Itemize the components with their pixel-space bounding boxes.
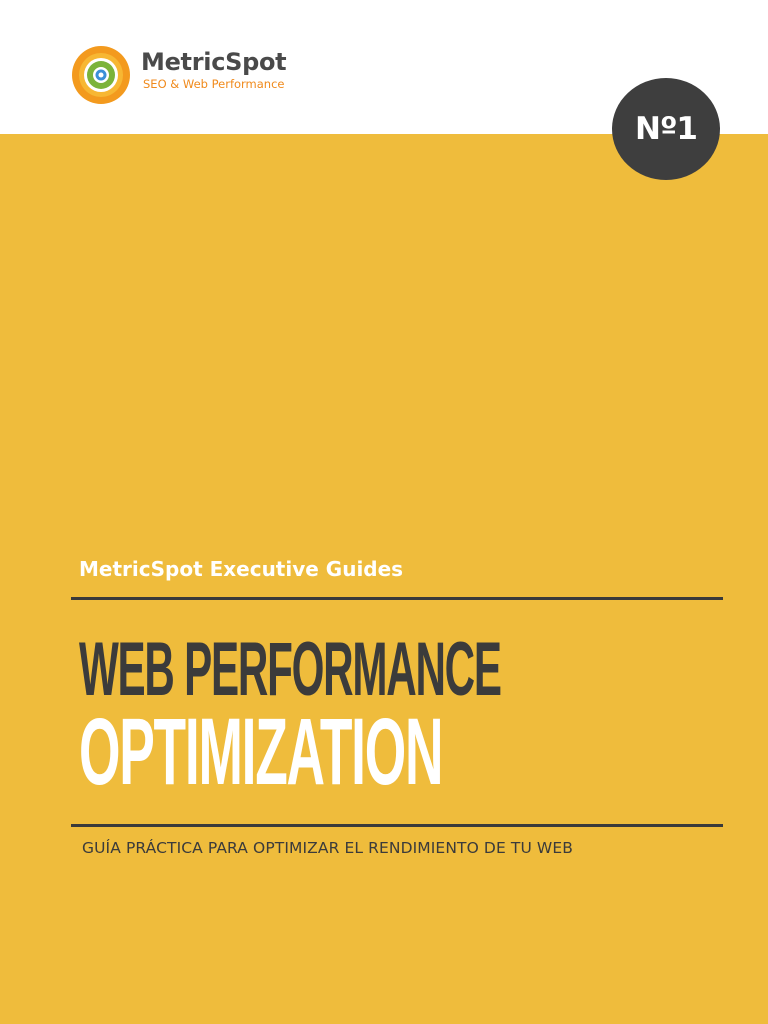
brand-name: MetricSpot <box>141 48 287 76</box>
series-title: MetricSpot Executive Guides <box>79 557 404 581</box>
title-line-1: WEB PERFORMANCE <box>79 631 594 707</box>
divider-bottom <box>71 824 723 827</box>
brand-tagline: SEO & Web Performance <box>143 77 285 91</box>
metricspot-logo-icon <box>72 46 130 104</box>
divider-top <box>71 597 723 600</box>
title-line-2-text: OPTIMIZATION <box>79 699 444 806</box>
subtitle: GUÍA PRÁCTICA PARA OPTIMIZAR EL RENDIMIE… <box>82 839 573 857</box>
page-header: MetricSpot SEO & Web Performance <box>0 0 768 134</box>
title-line-2: OPTIMIZATION <box>79 699 599 806</box>
issue-number-badge: Nº1 <box>612 78 720 180</box>
title-line-1-text: WEB PERFORMANCE <box>79 626 502 712</box>
issue-number-text: Nº1 <box>635 110 698 147</box>
